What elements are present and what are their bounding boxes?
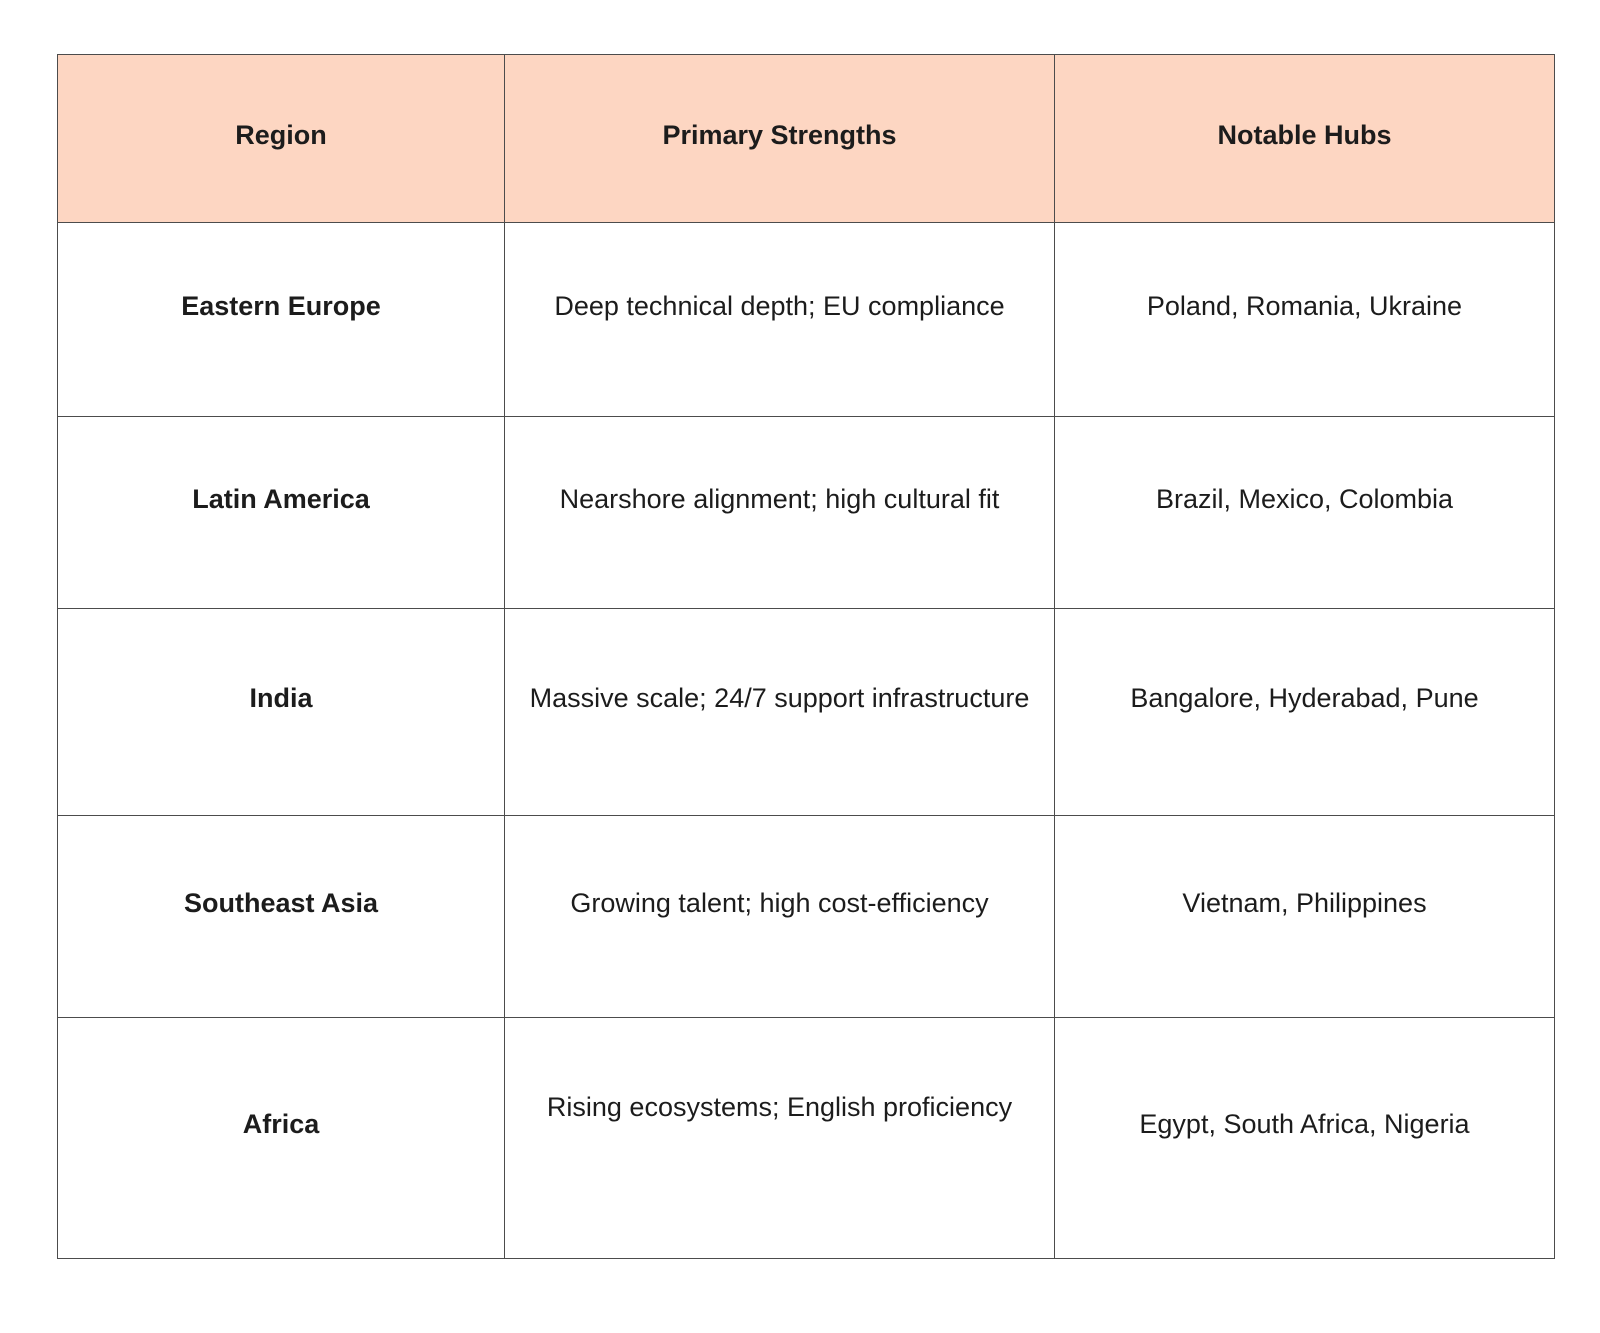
table-row-southeast-asia: Southeast Asia Growing talent; high cost… [57,815,1555,1018]
header-row: Region Primary Strengths Notable Hubs [57,54,1555,223]
cell-region: Africa [57,1017,505,1259]
cell-hubs: Egypt, South Africa, Nigeria [1054,1017,1555,1259]
cell-hubs: Bangalore, Hyderabad, Pune [1054,608,1555,816]
table-row-eastern-europe: Eastern Europe Deep technical depth; EU … [57,222,1555,417]
table-row-africa: Africa Rising ecosystems; English profic… [57,1017,1555,1259]
regions-table: Region Primary Strengths Notable Hubs Ea… [57,54,1555,1259]
cell-strengths: Growing talent; high cost-efficiency [504,815,1055,1018]
cell-region: Southeast Asia [57,815,505,1018]
cell-strengths: Deep technical depth; EU compliance [504,222,1055,417]
cell-strengths: Rising ecosystems; English proficiency [504,1017,1055,1259]
column-header-notable-hubs: Notable Hubs [1054,54,1555,223]
cell-strengths: Massive scale; 24/7 support infrastructu… [504,608,1055,816]
cell-strengths: Nearshore alignment; high cultural fit [504,416,1055,609]
table-row-india: India Massive scale; 24/7 support infras… [57,608,1555,816]
cell-hubs: Poland, Romania, Ukraine [1054,222,1555,417]
column-header-primary-strengths: Primary Strengths [504,54,1055,223]
table-header: Region Primary Strengths Notable Hubs [57,54,1555,223]
cell-hubs: Vietnam, Philippines [1054,815,1555,1018]
cell-region: Latin America [57,416,505,609]
cell-region: Eastern Europe [57,222,505,417]
table-row-latin-america: Latin America Nearshore alignment; high … [57,416,1555,609]
cell-region: India [57,608,505,816]
column-header-region: Region [57,54,505,223]
table-body: Eastern Europe Deep technical depth; EU … [57,222,1555,1259]
cell-hubs: Brazil, Mexico, Colombia [1054,416,1555,609]
